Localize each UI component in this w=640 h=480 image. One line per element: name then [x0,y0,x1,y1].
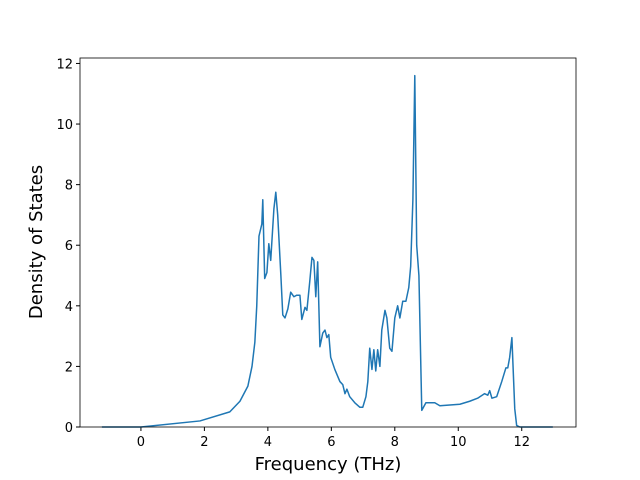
y-tick-label: 2 [65,360,73,375]
x-tick-label: 6 [327,435,335,450]
x-tick-label: 4 [264,435,272,450]
y-tick-label: 8 [65,179,73,194]
x-tick-label: 2 [200,435,208,450]
x-tick-label: 12 [513,435,530,450]
y-axis-label: Density of States [26,165,47,319]
y-tick-label: 0 [65,421,73,436]
data-line [101,74,553,428]
x-tick-label: 0 [137,435,145,450]
y-tick-label: 4 [65,300,73,315]
y-tick-label: 12 [56,57,73,72]
plot-frame [79,57,577,428]
y-tick-label: 6 [65,239,73,254]
x-tick-label: 10 [450,435,467,450]
x-tick-label: 8 [391,435,399,450]
y-tick-label: 10 [56,118,73,133]
x-axis-label: Frequency (THz) [255,454,402,475]
